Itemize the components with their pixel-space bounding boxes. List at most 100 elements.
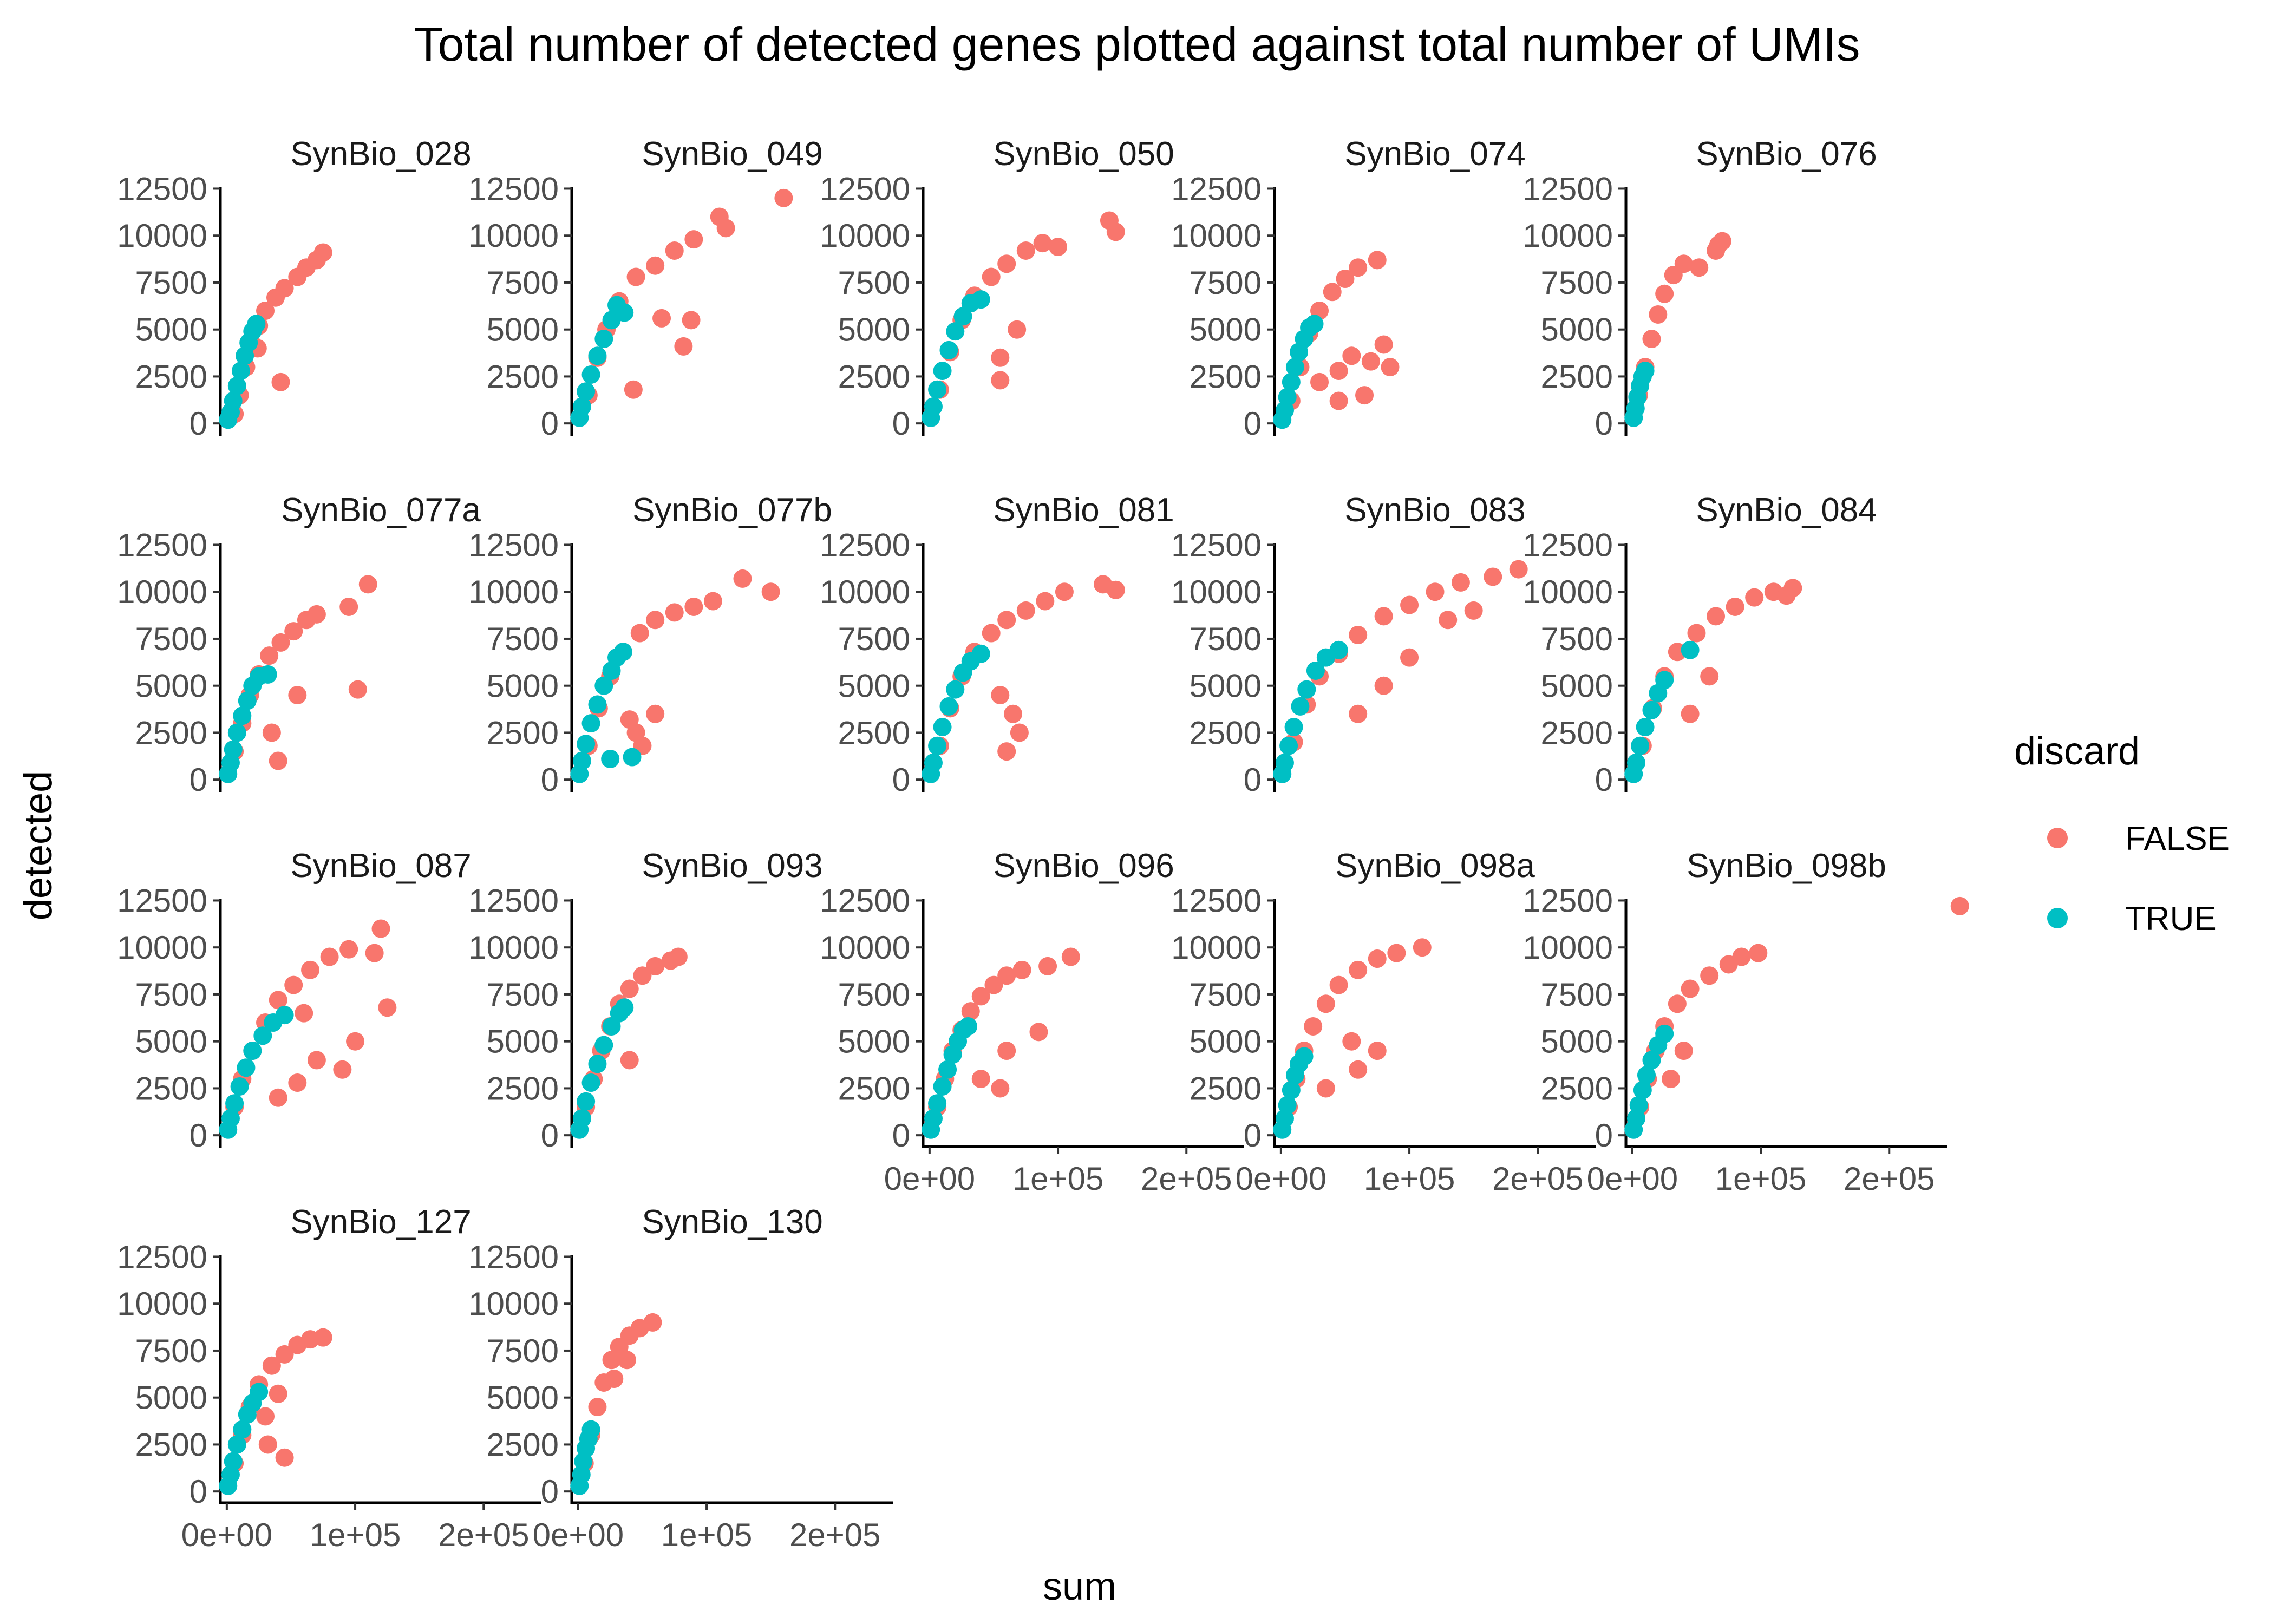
y-tick-label: 0 — [1595, 405, 1613, 442]
y-tick-label: 0 — [541, 1117, 559, 1154]
point-false — [971, 987, 990, 1006]
point-true — [1295, 1047, 1314, 1066]
point-false — [1012, 960, 1031, 979]
facet-strip-label: SynBio_127 — [290, 1203, 471, 1241]
y-tick-label: 7500 — [487, 977, 559, 1013]
point-false — [1349, 704, 1368, 723]
y-tick-label: 7500 — [1190, 265, 1262, 301]
y-tick-label: 7500 — [135, 621, 207, 657]
point-true — [250, 1383, 269, 1402]
point-false — [588, 1398, 607, 1417]
facet-strip-label: SynBio_074 — [1344, 135, 1525, 173]
point-false — [630, 624, 649, 643]
x-tick-label: 2e+05 — [438, 1517, 530, 1553]
facet-strip-label: SynBio_050 — [993, 135, 1174, 173]
facet-panel: SynBio_077b 0 2500 5000 7500 10000 12500 — [468, 492, 832, 798]
point-true — [227, 376, 246, 395]
y-tick-label: 2500 — [487, 715, 559, 751]
point-true — [971, 290, 990, 309]
point-false — [307, 605, 326, 624]
y-tick-label: 7500 — [1541, 265, 1613, 301]
y-tick-label: 10000 — [1171, 929, 1262, 966]
point-false — [1342, 1032, 1361, 1051]
facet-strip-label: SynBio_028 — [290, 135, 471, 173]
point-true — [939, 697, 958, 716]
point-false — [256, 1407, 275, 1426]
point-false — [1368, 949, 1387, 968]
y-tick-label: 10000 — [820, 218, 910, 254]
y-tick-label: 2500 — [838, 715, 910, 751]
y-tick-label: 12500 — [117, 171, 207, 207]
point-true — [238, 691, 257, 710]
facet-panel: SynBio_077a 0 2500 5000 7500 10000 12500 — [117, 492, 481, 798]
y-tick-label: 12500 — [468, 1239, 559, 1275]
y-tick-label: 2500 — [487, 358, 559, 395]
y-tick-label: 0 — [1244, 762, 1262, 798]
y-tick-label: 0 — [1244, 1117, 1262, 1154]
facet-strip-label: SynBio_077b — [632, 492, 832, 529]
x-tick-label: 2e+05 — [1141, 1161, 1232, 1197]
point-true — [1282, 372, 1301, 391]
point-false — [1329, 975, 1348, 994]
point-true — [588, 1055, 607, 1073]
point-false — [620, 710, 639, 729]
point-false — [991, 348, 1010, 367]
point-true — [1637, 1066, 1656, 1085]
y-tick-label: 2500 — [1190, 1070, 1262, 1106]
x-tick-label: 0e+00 — [884, 1161, 976, 1197]
point-false — [271, 633, 290, 652]
point-true — [224, 391, 243, 410]
point-false — [269, 1088, 287, 1107]
y-tick-label: 10000 — [1522, 218, 1613, 254]
point-false — [652, 309, 671, 328]
point-true — [224, 740, 243, 759]
point-true — [933, 718, 952, 737]
point-false — [982, 624, 1001, 643]
facet-panel: SynBio_098a 0 2500 5000 7500 10000 12500 0e+00 1… — [1171, 847, 1596, 1197]
y-tick-label: 5000 — [135, 1024, 207, 1060]
point-false — [674, 337, 693, 356]
point-false — [1681, 704, 1700, 723]
point-false — [1674, 254, 1693, 273]
y-tick-label: 5000 — [1541, 1024, 1613, 1060]
facet-strip-label: SynBio_076 — [1696, 135, 1877, 173]
y-tick-label: 7500 — [487, 265, 559, 301]
facet-panel: SynBio_087 0 2500 5000 7500 10000 12500 — [117, 847, 472, 1154]
facet-panel: SynBio_096 0 2500 5000 7500 10000 12500 0e+00 1e… — [820, 847, 1244, 1197]
point-false — [703, 592, 722, 611]
y-tick-label: 2500 — [135, 358, 207, 395]
y-tick-label: 2500 — [838, 358, 910, 395]
point-false — [1036, 592, 1055, 611]
legend-items: FALSE TRUE — [2047, 820, 2230, 938]
point-true — [572, 397, 591, 416]
point-true — [1642, 700, 1661, 719]
point-false — [1055, 582, 1074, 601]
point-false — [1361, 352, 1380, 371]
point-false — [684, 230, 703, 249]
y-tick-label: 12500 — [468, 171, 559, 207]
y-tick-label: 12500 — [820, 882, 910, 919]
point-false — [1016, 601, 1035, 620]
y-tick-label: 12500 — [1171, 171, 1262, 207]
point-true — [1626, 753, 1645, 772]
facet-strip-label: SynBio_093 — [642, 847, 822, 885]
y-tick-label: 12500 — [1522, 882, 1613, 919]
point-false — [1342, 346, 1361, 365]
y-tick-label: 5000 — [135, 312, 207, 348]
point-false — [1687, 624, 1706, 643]
point-false — [761, 582, 780, 601]
point-true — [939, 340, 958, 359]
x-tick-label: 1e+05 — [1364, 1161, 1455, 1197]
y-tick-label: 7500 — [1190, 977, 1262, 1013]
point-true — [231, 362, 250, 381]
point-false — [1707, 607, 1726, 626]
y-tick-label: 0 — [190, 405, 207, 442]
point-false — [1349, 626, 1368, 645]
legend-title: discard — [2014, 730, 2140, 773]
point-false — [684, 597, 703, 616]
point-false — [1106, 222, 1125, 241]
point-false — [1642, 330, 1661, 349]
point-true — [594, 330, 613, 349]
y-tick-label: 2500 — [135, 715, 207, 751]
